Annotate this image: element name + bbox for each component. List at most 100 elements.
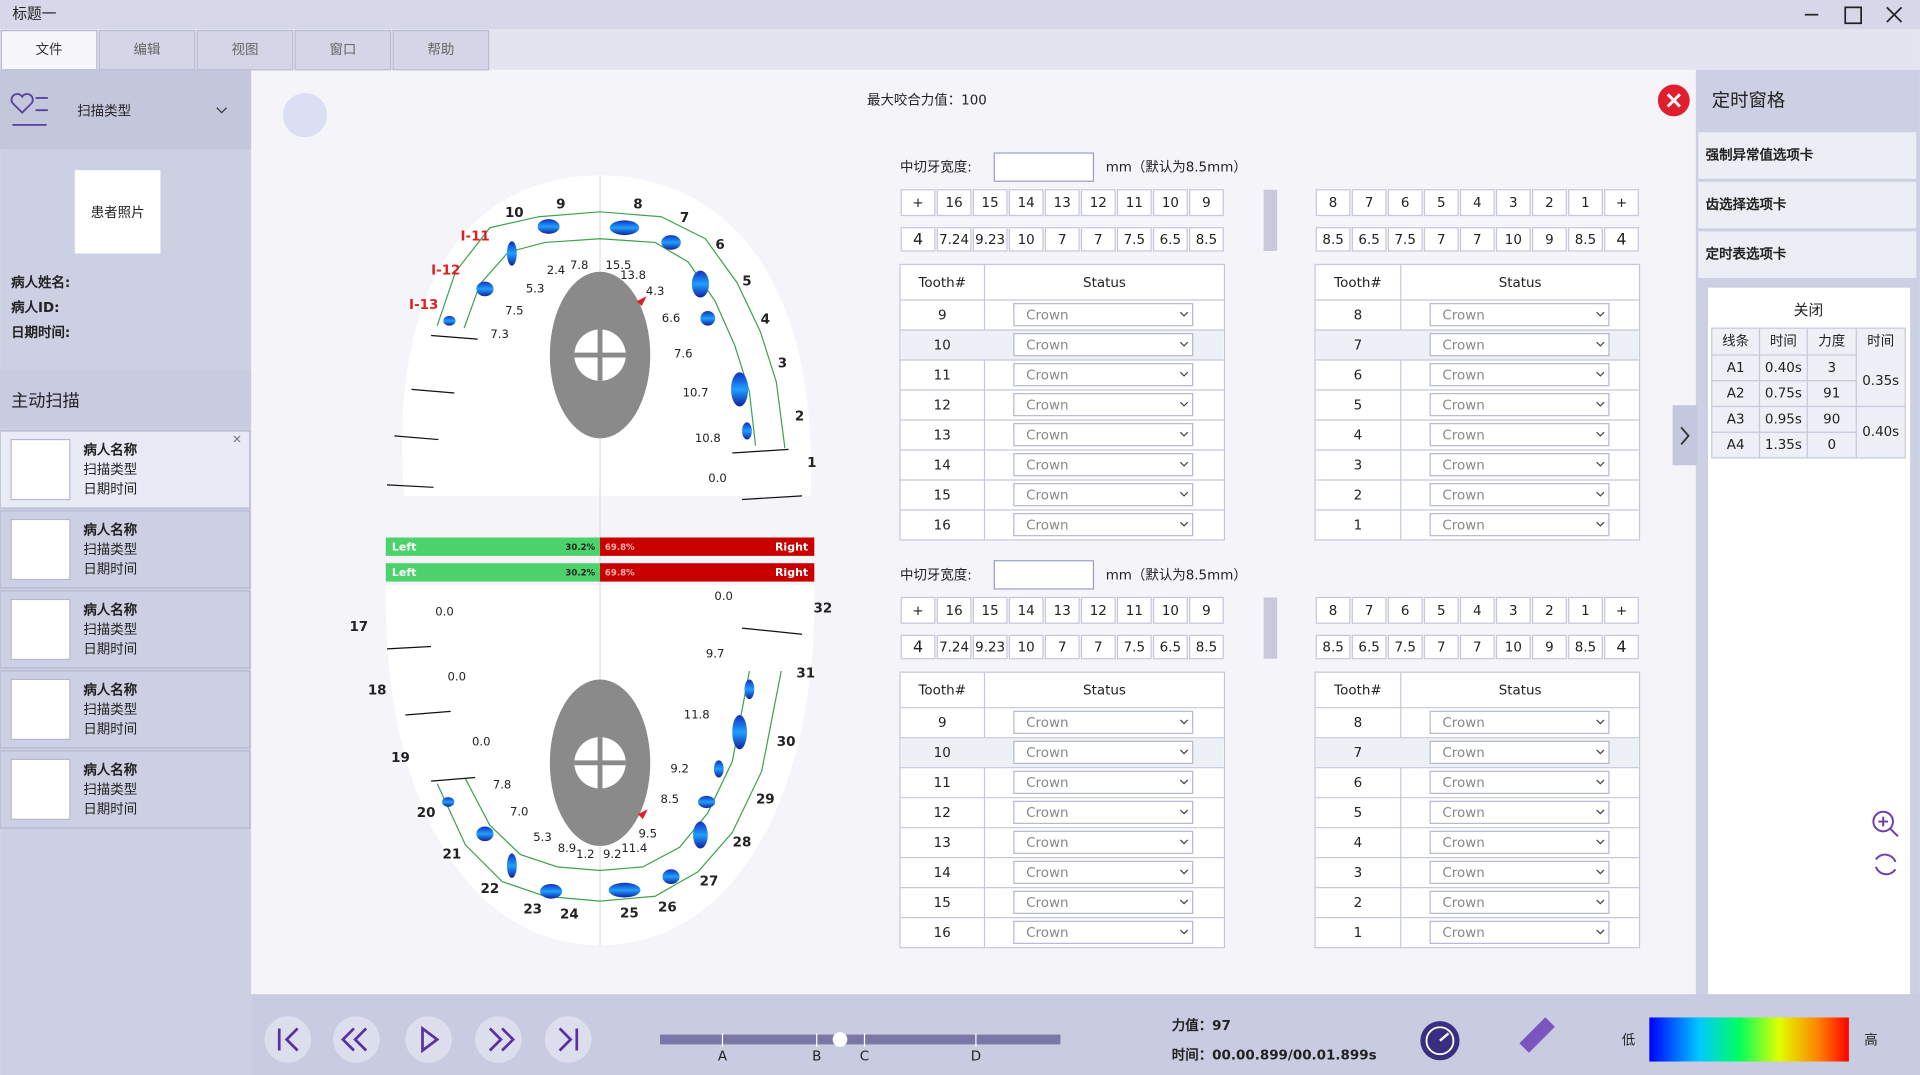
record-thumb — [10, 598, 71, 661]
strip-width: 7.24 — [939, 233, 969, 248]
strip-cell — [1423, 227, 1459, 252]
strip-cell — [1008, 634, 1044, 660]
force-value: 7.3 — [490, 327, 509, 341]
dropdown-arrow — [1179, 869, 1189, 875]
width-input[interactable] — [993, 560, 1095, 590]
timing-close[interactable]: 关闭 — [1794, 302, 1823, 319]
window-controls[interactable] — [1804, 6, 1903, 25]
status-dropdown[interactable] — [1013, 830, 1194, 855]
strip-cell[interactable] — [900, 596, 936, 624]
scan-type-label[interactable]: 扫描类型 — [77, 103, 131, 119]
status-value: Crown — [1442, 866, 1484, 881]
status-dropdown[interactable] — [1013, 483, 1194, 507]
status-value: Crown — [1026, 896, 1068, 911]
record-name: 病人名称 — [83, 761, 137, 778]
zoom-icons[interactable] — [1872, 810, 1899, 876]
status-dropdown[interactable] — [1013, 363, 1194, 387]
tooth-cell: 16 — [934, 926, 951, 941]
status-dropdown[interactable] — [1429, 393, 1610, 417]
status-value: Crown — [1026, 716, 1068, 731]
strip-cell[interactable] — [1604, 596, 1639, 624]
timeline-marker: C — [860, 1050, 869, 1065]
patient-field: 病人姓名: — [11, 274, 70, 291]
status-dropdown[interactable] — [1013, 423, 1194, 447]
status-value: Crown — [1442, 926, 1484, 941]
menu-label: 编辑 — [134, 42, 161, 58]
status-dropdown[interactable] — [1013, 303, 1194, 327]
menu-tab[interactable] — [294, 29, 392, 71]
status-dropdown[interactable] — [1013, 710, 1194, 735]
expand-tab[interactable] — [1672, 405, 1698, 466]
status-dropdown[interactable] — [1429, 363, 1610, 387]
strip-cell[interactable] — [1604, 189, 1639, 217]
status-dropdown[interactable] — [1429, 890, 1610, 914]
strip-divider — [1263, 597, 1278, 659]
menu-tab[interactable] — [98, 29, 196, 71]
strip-cell[interactable] — [900, 189, 936, 217]
timing-cell: A4 — [1727, 438, 1745, 453]
status-dropdown[interactable] — [1429, 333, 1610, 357]
gauge-icon[interactable] — [1420, 1021, 1460, 1061]
status-dropdown[interactable] — [1429, 483, 1610, 507]
timeline-track[interactable] — [660, 1034, 1061, 1045]
photo-box — [74, 170, 161, 254]
status-value: Crown — [1442, 518, 1484, 533]
balance-left — [385, 537, 601, 556]
tooth-cell: 12 — [934, 806, 951, 821]
status-dropdown[interactable] — [1013, 770, 1194, 795]
balance-right-pct: 69.8% — [605, 543, 635, 553]
strip-cell — [1189, 227, 1224, 252]
width-input[interactable] — [993, 152, 1095, 182]
menu-tab[interactable] — [0, 29, 98, 71]
timing-tab[interactable] — [1698, 181, 1917, 229]
close-button[interactable] — [1657, 84, 1690, 117]
tooth-cell: 10 — [934, 746, 951, 761]
menu-tab[interactable] — [392, 29, 490, 71]
strip-divider — [1263, 189, 1278, 251]
strip-tooth: 6 — [1401, 196, 1410, 211]
status-dropdown[interactable] — [1013, 860, 1194, 884]
ruler-icon[interactable] — [1519, 1017, 1555, 1053]
strip-tooth: 4 — [1473, 604, 1482, 619]
strip-cell — [936, 227, 972, 252]
dropdown-chevron[interactable] — [216, 107, 228, 114]
timing-tab[interactable] — [1698, 231, 1917, 278]
record-close[interactable] — [233, 435, 241, 443]
strip-cell — [1044, 189, 1080, 217]
menu-tab[interactable] — [196, 29, 294, 71]
status-dropdown[interactable] — [1429, 740, 1610, 765]
status-dropdown[interactable] — [1429, 423, 1610, 447]
status-dropdown[interactable] — [1429, 830, 1610, 855]
status-dropdown[interactable] — [1013, 333, 1194, 357]
playback-buttons[interactable] — [264, 1016, 592, 1063]
dropdown-arrow — [1179, 401, 1189, 407]
status-dropdown[interactable] — [1429, 860, 1610, 884]
status-dropdown[interactable] — [1013, 513, 1194, 537]
tooth-number: 28 — [733, 835, 752, 850]
status-dropdown[interactable] — [1429, 513, 1610, 537]
status-dropdown[interactable] — [1013, 920, 1194, 944]
status-dropdown[interactable] — [1429, 920, 1610, 944]
strip-cell — [1568, 227, 1603, 252]
status-dropdown[interactable] — [1013, 453, 1194, 477]
status-value: Crown — [1442, 716, 1484, 731]
status-dropdown[interactable] — [1429, 453, 1610, 477]
status-indicator — [282, 93, 327, 138]
status-dropdown[interactable] — [1013, 740, 1194, 765]
section-title: 主动扫描 — [11, 392, 79, 412]
status-dropdown[interactable] — [1013, 393, 1194, 417]
status-dropdown[interactable] — [1429, 710, 1610, 735]
add-tooth: + — [1616, 604, 1627, 619]
status-dropdown[interactable] — [1429, 770, 1610, 795]
status-value: Crown — [1442, 398, 1484, 413]
timing-header: 时间 — [1867, 334, 1894, 350]
tooth-number: 26 — [658, 900, 677, 915]
status-dropdown[interactable] — [1429, 303, 1610, 327]
status-dropdown[interactable] — [1429, 800, 1610, 825]
status-dropdown[interactable] — [1013, 890, 1194, 914]
status-dropdown[interactable] — [1013, 800, 1194, 825]
timeline-knob[interactable] — [832, 1032, 848, 1047]
timing-tab[interactable] — [1698, 132, 1917, 179]
record-type: 扫描类型 — [83, 782, 137, 798]
tooth-cell: 1 — [1354, 926, 1363, 941]
